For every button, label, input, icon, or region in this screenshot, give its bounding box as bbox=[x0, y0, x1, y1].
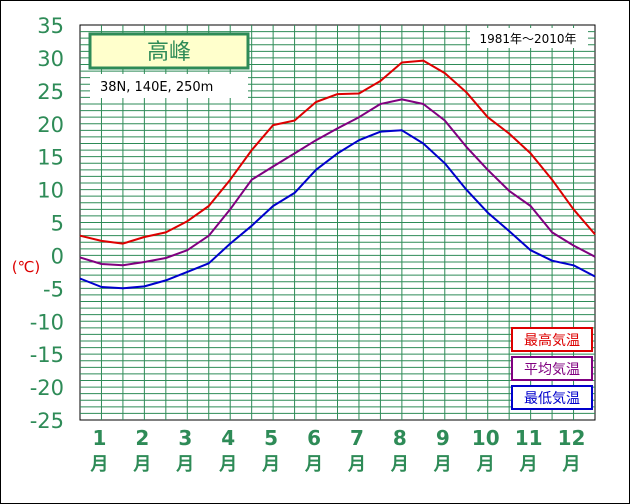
month-number-label: 9 bbox=[436, 426, 450, 450]
y-tick-label: 35 bbox=[37, 14, 64, 38]
subtitle-box bbox=[90, 74, 248, 98]
month-suffix-label: 月 bbox=[562, 454, 581, 475]
month-suffix-label: 月 bbox=[304, 454, 323, 475]
month-suffix-label: 月 bbox=[476, 454, 495, 475]
y-tick-label: -10 bbox=[30, 310, 64, 334]
month-suffix-label: 月 bbox=[175, 454, 194, 475]
legend-label: 最低気温 bbox=[524, 391, 580, 407]
legend-box bbox=[511, 385, 593, 410]
y-tick-label: -15 bbox=[30, 343, 64, 367]
grid-lines bbox=[80, 25, 595, 420]
month-suffix-label: 月 bbox=[132, 454, 151, 475]
month-suffix-label: 月 bbox=[433, 454, 452, 475]
y-tick-label: 10 bbox=[37, 179, 64, 203]
month-number-label: 4 bbox=[221, 426, 235, 450]
y-tick-label: 20 bbox=[37, 113, 64, 137]
month-number-label: 11 bbox=[515, 426, 543, 450]
legend-label: 最高気温 bbox=[524, 332, 580, 349]
legend-label: 平均気温 bbox=[524, 362, 580, 378]
period-label: 1981年～2010年 bbox=[479, 32, 576, 46]
y-axis-label: (℃) bbox=[12, 258, 41, 276]
y-tick-label: 0 bbox=[51, 244, 64, 268]
month-number-label: 7 bbox=[350, 426, 364, 450]
month-suffix-label: 月 bbox=[390, 454, 409, 475]
month-number-label: 8 bbox=[393, 426, 407, 450]
month-number-label: 5 bbox=[264, 426, 278, 450]
y-tick-label: 25 bbox=[37, 80, 64, 104]
y-tick-label: 30 bbox=[37, 47, 64, 71]
period-box bbox=[470, 28, 588, 48]
month-number-label: 10 bbox=[472, 426, 500, 450]
legend-box bbox=[511, 356, 593, 381]
month-suffix-label: 月 bbox=[89, 454, 108, 475]
series-line bbox=[79, 59, 596, 245]
month-number-label: 1 bbox=[92, 426, 106, 450]
month-suffix-label: 月 bbox=[261, 454, 280, 475]
chart-subtitle: 38N, 140E, 250m bbox=[100, 80, 213, 95]
series-lines bbox=[79, 59, 596, 290]
y-tick-label: -5 bbox=[43, 277, 64, 301]
month-number-label: 3 bbox=[178, 426, 192, 450]
y-tick-label: 5 bbox=[51, 212, 64, 236]
month-number-label: 6 bbox=[307, 426, 321, 450]
y-tick-label: -20 bbox=[30, 376, 64, 400]
legend-box bbox=[511, 327, 593, 352]
month-suffix-label: 月 bbox=[218, 454, 237, 475]
x-tick-labels: 1 月 2 月 3 月 4 月 5 月 6 月 7 月 8 月 9 月 10 月 11 月 12 月 bbox=[89, 426, 585, 475]
series-line bbox=[79, 98, 596, 267]
month-suffix-label: 月 bbox=[347, 454, 366, 475]
chart-title: 高峰 bbox=[147, 40, 191, 65]
y-tick-labels: 35 30 25 20 15 10 5 0 -5 -10 -15 -20 -25 bbox=[30, 14, 64, 433]
series-line bbox=[79, 129, 596, 290]
title-box bbox=[88, 32, 250, 70]
y-tick-label: -25 bbox=[30, 409, 64, 433]
month-number-label: 2 bbox=[135, 426, 149, 450]
month-suffix-label: 月 bbox=[519, 454, 538, 475]
month-number-label: 12 bbox=[558, 426, 586, 450]
y-tick-label: 15 bbox=[37, 146, 64, 170]
